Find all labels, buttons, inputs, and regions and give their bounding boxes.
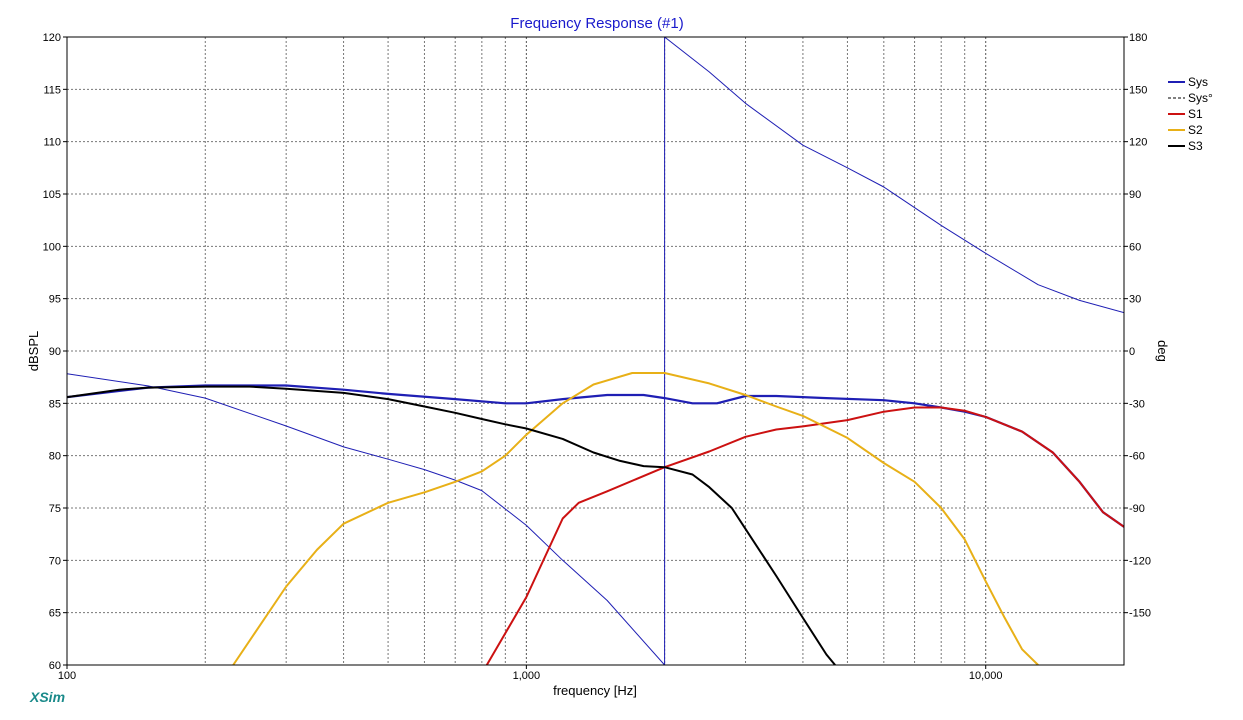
legend-label: S3 [1188, 139, 1203, 153]
y-tick-label: 80 [49, 451, 61, 463]
legend-label: Sys° [1188, 91, 1213, 105]
y2-tick-label: 60 [1129, 241, 1141, 253]
y2-axis-label: deg [1155, 340, 1170, 362]
y2-tick-label: -60 [1129, 451, 1145, 463]
y-tick-label: 85 [49, 398, 61, 410]
left-axis-ticks: 60 65 70 75 80 85 90 95 100 105 110 115 120 [43, 32, 67, 672]
y-tick-label: 65 [49, 608, 61, 620]
series-line-s3 [67, 385, 836, 665]
y-tick-label: 90 [49, 346, 61, 358]
legend-label: S2 [1188, 123, 1203, 137]
y2-tick-label: -150 [1129, 608, 1151, 620]
chart-title: Frequency Response (#1) [510, 15, 683, 32]
y2-tick-label: -30 [1129, 398, 1145, 410]
y2-tick-label: 120 [1129, 137, 1147, 149]
x-axis-label: frequency [Hz] [553, 683, 637, 698]
legend: Sys Sys° S1 S2 S3 [1168, 75, 1213, 153]
x-tick-label: 100 [58, 670, 76, 682]
y-axis-label: dBSPL [26, 331, 41, 371]
y-tick-label: 60 [49, 660, 61, 672]
y2-tick-label: -90 [1129, 503, 1145, 515]
series-line-s1 [485, 406, 1124, 665]
legend-label: Sys [1188, 75, 1208, 89]
y-tick-label: 95 [49, 294, 61, 306]
y2-tick-label: 180 [1129, 32, 1147, 44]
x-axis-ticks: 100 1,000 10,000 [58, 665, 1003, 682]
y2-tick-label: 0 [1129, 346, 1135, 358]
x-tick-label: 10,000 [969, 670, 1003, 682]
series-line-sys [67, 37, 1124, 665]
y-tick-label: 70 [49, 555, 61, 567]
legend-label: S1 [1188, 107, 1203, 121]
plot-curves [67, 37, 1124, 665]
y2-tick-label: 150 [1129, 84, 1147, 96]
y-tick-label: 120 [43, 32, 61, 44]
y-tick-label: 105 [43, 189, 61, 201]
xsim-logo: XSim [29, 689, 65, 705]
y2-tick-label: -120 [1129, 555, 1151, 567]
y-tick-label: 115 [43, 84, 61, 96]
y-tick-label: 100 [43, 241, 61, 253]
x-tick-label: 1,000 [513, 670, 541, 682]
y2-tick-label: 30 [1129, 294, 1141, 306]
y-tick-label: 75 [49, 503, 61, 515]
series-line-s2 [232, 372, 1039, 665]
grid [67, 37, 1124, 665]
right-axis-ticks: 180 150 120 90 60 30 0 -30 -60 -90 -120 -150 [1124, 32, 1151, 620]
y2-tick-label: 90 [1129, 189, 1141, 201]
y-tick-label: 110 [43, 137, 61, 149]
